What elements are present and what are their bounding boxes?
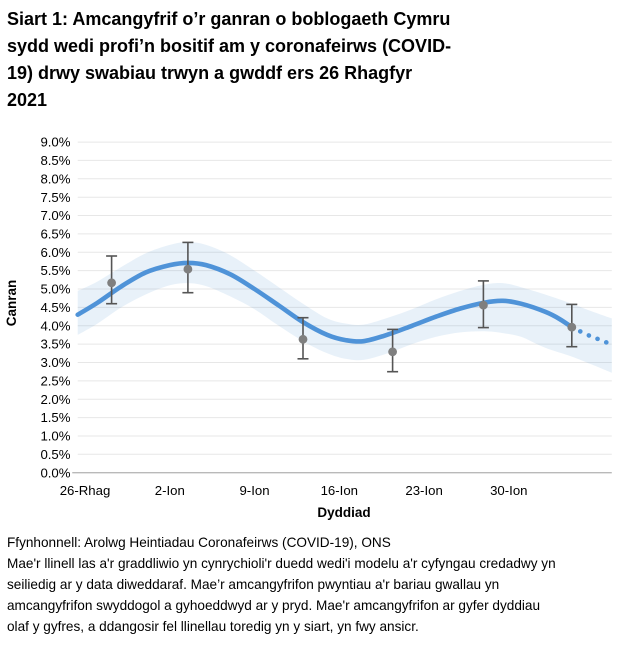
chart-title: Siart 1: Amcangyfrif o’r ganran o boblog… (0, 0, 629, 114)
trend-chart: 0.0% 0.5% 1.0% 1.5% 2.0% 2.5% 3.0% 3.5% 4.0% 4.5%… (4, 135, 613, 520)
chart-title-line: sydd wedi profi’n bositif am y coronafei… (7, 36, 452, 56)
y-tick-label: 4.5% (40, 300, 70, 315)
x-tick-label: 26-Rhag (60, 483, 111, 498)
data-points (107, 264, 577, 357)
x-axis-title: Dyddiad (317, 505, 370, 520)
y-tick-label: 1.5% (40, 410, 70, 425)
y-tick-label: 8.0% (40, 171, 70, 186)
source-note: Ffynhonnell: Arolwg Heintiadau Coronafei… (7, 535, 391, 550)
y-tick-label: 6.0% (40, 245, 70, 260)
data-point (183, 264, 193, 274)
chart-title-line: 2021 (7, 90, 48, 110)
gridlines (72, 141, 612, 474)
data-point (107, 278, 116, 288)
y-tick-label: 2.0% (40, 392, 70, 407)
y-axis-title: Canran (4, 280, 19, 327)
x-tick-label: 2-Ion (155, 483, 185, 498)
data-point (298, 334, 308, 344)
data-point (388, 347, 397, 357)
x-tick-label: 23-Ion (405, 483, 442, 498)
modelled-trend-line (75, 260, 575, 344)
y-tick-label: 3.0% (40, 355, 70, 370)
y-tick-label: 9.0% (40, 135, 70, 150)
chart-title-line: Siart 1: Amcangyfrif o’r ganran o boblog… (7, 9, 451, 29)
trend-line (75, 260, 613, 347)
projected-trend-dotted-line (569, 324, 613, 347)
y-tick-label: 5.0% (40, 282, 70, 297)
y-axis-tick-labels: 0.0% 0.5% 1.0% 1.5% 2.0% 2.5% 3.0% 3.5% 4.0% 4.5%… (40, 135, 70, 481)
x-tick-label: 30-Ion (490, 483, 527, 498)
x-axis-tick-labels: 26-Rhag 2-Ion 9-Ion 16-Ion 23-Ion 30-Ion (60, 483, 528, 498)
x-tick-label: 9-Ion (239, 483, 269, 498)
y-tick-label: 4.0% (40, 318, 70, 333)
y-tick-label: 8.5% (40, 153, 70, 168)
y-tick-label: 0.5% (40, 447, 70, 462)
y-tick-label: 1.0% (40, 429, 70, 444)
credible-band (77, 242, 612, 373)
chart-title-line: 19) drwy swabiau trwyn a gwddf ers 26 Rh… (7, 63, 413, 83)
data-point (479, 300, 488, 310)
x-tick-label: 16-Ion (321, 483, 358, 498)
data-point (567, 322, 577, 332)
footer-notes: Ffynhonnell: Arolwg Heintiadau Coronafei… (0, 532, 563, 637)
y-tick-label: 5.5% (40, 263, 70, 278)
methodology-note: Mae'r llinell las a'r graddliwio yn cynr… (7, 556, 556, 634)
y-tick-label: 0.0% (40, 465, 70, 480)
y-tick-label: 7.5% (40, 190, 70, 205)
y-tick-label: 6.5% (40, 227, 70, 242)
y-tick-label: 2.5% (40, 374, 70, 389)
credible-interval-band (77, 242, 612, 373)
y-tick-label: 7.0% (40, 208, 70, 223)
y-tick-label: 3.5% (40, 337, 70, 352)
